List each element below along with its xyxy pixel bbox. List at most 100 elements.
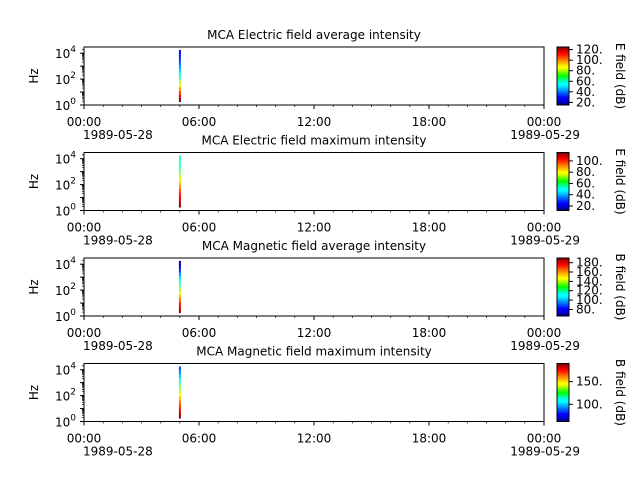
- y-tick-label: 100: [55, 97, 76, 113]
- spectrogram-cell: [178, 192, 181, 197]
- x-tick-label: 00:00: [67, 326, 102, 340]
- y-tick-label: 100: [55, 414, 76, 430]
- colorbar-tick-label: 60.: [576, 74, 595, 88]
- x-tick-label: 00:00: [67, 432, 102, 446]
- spectrogram-cell: [178, 57, 181, 62]
- spectrogram-cell: [178, 294, 181, 299]
- axes-frame: [83, 152, 545, 211]
- panel-2: MCA Magnetic field average intensity Hz 10…: [27, 239, 627, 353]
- x-tick-label: 18:00: [412, 221, 447, 235]
- y-tick-label: 104: [55, 151, 76, 167]
- colorbar-label: E field (dB): [613, 43, 627, 109]
- colorbar-label: B field (dB): [613, 254, 627, 321]
- spectrogram-cell: [178, 53, 181, 58]
- colorbar-tick-label: 80.: [576, 64, 595, 78]
- y-axis-label: Hz: [27, 174, 41, 189]
- y-axis-label: Hz: [27, 279, 41, 294]
- spectrogram-cell: [178, 381, 181, 386]
- spectrogram-cell: [178, 309, 181, 314]
- colorbar-tick-label: 180.: [576, 256, 603, 270]
- spectrogram-cell: [178, 290, 181, 295]
- x-tick-label: 00:00: [527, 115, 562, 129]
- x-tick-label: 12:00: [297, 432, 332, 446]
- spectrogram-cell: [178, 370, 181, 375]
- spectrogram: [178, 366, 181, 419]
- x-tick-label: 18:00: [412, 432, 447, 446]
- spectrogram-cell: [178, 166, 181, 171]
- spectrogram-cell: [178, 305, 181, 310]
- colorbar-tick-label: 100.: [576, 293, 603, 307]
- y-tick-label: 102: [55, 388, 76, 404]
- spectrogram-cell: [178, 403, 181, 408]
- spectrogram-cell: [178, 196, 181, 201]
- spectrogram-cell: [178, 264, 181, 269]
- colorbar-tick-label: 100.: [576, 154, 603, 168]
- spectrogram-cell: [178, 260, 181, 265]
- spectrogram-cell: [178, 173, 181, 178]
- date-label-start: 1989-05-28: [83, 339, 153, 353]
- date-label-end: 1989-05-29: [510, 445, 580, 459]
- x-tick-label: 00:00: [527, 432, 562, 446]
- x-tick-label: 18:00: [412, 115, 447, 129]
- spectrogram: [178, 260, 181, 314]
- y-tick-label: 102: [55, 177, 76, 193]
- x-tick-label: 12:00: [297, 221, 332, 235]
- colorbar: [556, 152, 570, 211]
- plot-title: MCA Electric field average intensity: [207, 28, 421, 42]
- colorbar-tick-label: 40.: [576, 85, 595, 99]
- spectrogram-cell: [178, 159, 181, 164]
- x-tick-label: 12:00: [297, 115, 332, 129]
- x-tick-label: 00:00: [67, 115, 102, 129]
- date-label-start: 1989-05-28: [83, 445, 153, 459]
- y-tick-label: 102: [55, 71, 76, 87]
- x-tick-label: 00:00: [527, 221, 562, 235]
- spectrogram-cell: [178, 203, 181, 208]
- spectrogram-cell: [178, 181, 181, 186]
- colorbar-tick-label: 60.: [576, 177, 595, 191]
- spectrogram-cell: [178, 410, 181, 415]
- spectrogram-cell: [178, 414, 181, 419]
- date-label-end: 1989-05-29: [510, 128, 580, 142]
- spectrogram-cell: [178, 407, 181, 412]
- spectrogram-cell: [178, 275, 181, 280]
- colorbar-tick-label: 80.: [576, 303, 595, 317]
- spectrogram-cell: [178, 199, 181, 204]
- spectrogram-cell: [178, 49, 181, 54]
- plot-title: MCA Magnetic field average intensity: [202, 239, 426, 253]
- x-tick-label: 00:00: [527, 326, 562, 340]
- axes-frame: [83, 46, 545, 106]
- spectrogram-cell: [178, 155, 181, 160]
- y-axis-label: Hz: [27, 68, 41, 83]
- colorbar: [556, 363, 570, 422]
- panel-3: MCA Magnetic field maximum intensity Hz 10…: [27, 345, 627, 459]
- spectrogram-cell: [178, 75, 181, 80]
- y-tick-label: 104: [55, 45, 76, 61]
- plot-title: MCA Magnetic field maximum intensity: [196, 345, 432, 359]
- x-tick-label: 06:00: [182, 326, 217, 340]
- spectrogram-cell: [178, 373, 181, 378]
- spectrogram-cell: [178, 272, 181, 277]
- colorbar-tick-label: 100.: [576, 397, 603, 411]
- date-label-start: 1989-05-28: [83, 128, 153, 142]
- spectrogram-cell: [178, 297, 181, 302]
- spectrogram-cell: [178, 98, 181, 103]
- spectrogram-cell: [178, 384, 181, 389]
- spectrogram-cell: [178, 283, 181, 288]
- spectrogram: [178, 155, 181, 208]
- spectrogram-cell: [178, 90, 181, 95]
- y-tick-label: 100: [55, 203, 76, 219]
- axes-frame: [83, 257, 545, 317]
- spectrogram-cell: [178, 86, 181, 91]
- spectrogram-cell: [178, 61, 181, 66]
- spectrogram-cell: [178, 366, 181, 371]
- spectrogram-cell: [178, 388, 181, 393]
- spectrogram-cell: [178, 177, 181, 182]
- colorbar-tick-label: 20.: [576, 199, 595, 213]
- x-tick-label: 06:00: [182, 221, 217, 235]
- spectrogram-cell: [178, 72, 181, 77]
- spectrogram-cell: [178, 170, 181, 175]
- colorbar-tick-label: 120.: [576, 43, 603, 57]
- colorbar-tick-label: 40.: [576, 188, 595, 202]
- y-tick-label: 104: [55, 256, 76, 272]
- plot-title: MCA Electric field maximum intensity: [201, 134, 426, 148]
